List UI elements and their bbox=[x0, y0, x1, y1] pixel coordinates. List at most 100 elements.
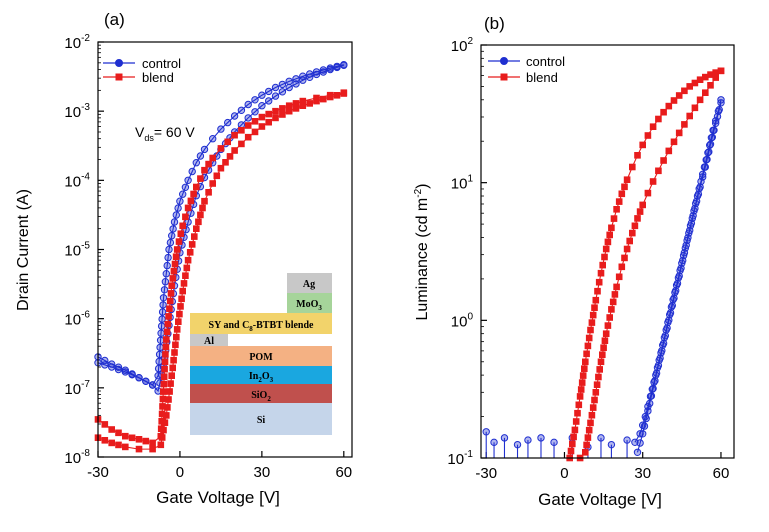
b-control-noise-point bbox=[623, 436, 631, 444]
a-blend-point bbox=[217, 164, 225, 172]
b-blend-point bbox=[717, 67, 725, 75]
b-control-point bbox=[633, 448, 642, 456]
b-control-point bbox=[677, 264, 685, 272]
b-blend-point bbox=[610, 215, 618, 222]
b-blend-point bbox=[587, 419, 594, 427]
b-blend-point bbox=[597, 358, 605, 366]
a-control-point bbox=[292, 75, 300, 83]
b-control-point bbox=[651, 377, 659, 385]
b-control-point bbox=[680, 249, 689, 257]
inset-label-in2o3: In2O3 bbox=[249, 371, 274, 384]
a-control-point bbox=[108, 363, 116, 371]
b-control-point bbox=[654, 361, 663, 370]
a-y-tick-label: 10-7 bbox=[64, 379, 90, 398]
b-blend-point bbox=[581, 365, 588, 372]
a-blend-point bbox=[187, 197, 195, 205]
a-blend-point bbox=[333, 92, 341, 99]
b-blend-point bbox=[576, 393, 584, 400]
a-control-point bbox=[333, 63, 341, 72]
b-blend-point bbox=[588, 411, 596, 419]
b-blend-point bbox=[634, 152, 641, 159]
b-control-point bbox=[712, 119, 720, 128]
a-blend-point bbox=[179, 222, 186, 230]
a-blend-point bbox=[163, 412, 170, 419]
b-blend-point bbox=[569, 440, 576, 448]
b-control-point bbox=[699, 173, 707, 181]
inset-label-si: Si bbox=[257, 415, 266, 426]
a-control-point bbox=[196, 152, 205, 160]
a-control-point bbox=[163, 261, 171, 270]
b-blend-point bbox=[655, 167, 662, 175]
b-blend-point bbox=[660, 108, 667, 116]
b-blend-point bbox=[675, 92, 683, 99]
inset-label-al: Al bbox=[204, 336, 214, 347]
a-blend-point bbox=[279, 105, 286, 112]
a-control-point bbox=[251, 108, 259, 116]
b-blend-point bbox=[681, 87, 688, 95]
b-blend-point bbox=[589, 404, 597, 411]
a-blend-point bbox=[159, 395, 167, 403]
panel-a-series bbox=[94, 60, 348, 453]
a-control-point bbox=[326, 65, 334, 74]
legend-b-blend-marker bbox=[500, 73, 508, 81]
b-blend-point bbox=[702, 89, 709, 96]
a-control-point bbox=[168, 232, 176, 240]
a-blend-point bbox=[244, 133, 252, 141]
b-blend-point bbox=[618, 263, 626, 271]
a-y-tick-label: 10-4 bbox=[64, 171, 90, 190]
a-blend-point bbox=[285, 107, 293, 115]
panel-a-y-axis-label: Drain Current (A) bbox=[15, 189, 32, 311]
a-control-point bbox=[158, 308, 167, 316]
a-blend-point bbox=[128, 434, 136, 442]
a-blend-point bbox=[166, 305, 173, 312]
b-blend-point bbox=[570, 433, 577, 441]
a-blend-point bbox=[115, 429, 122, 437]
b-blend-point bbox=[613, 206, 620, 213]
b-control-point bbox=[694, 190, 703, 198]
a-x-tick-label: 60 bbox=[335, 464, 352, 481]
b-blend-point bbox=[707, 82, 714, 89]
a-control-point bbox=[251, 96, 259, 104]
inset-layer-ag bbox=[287, 273, 332, 293]
b-blend-point bbox=[601, 253, 608, 261]
a-blend-point bbox=[182, 272, 189, 279]
b-control-point bbox=[646, 399, 654, 408]
b-control-point bbox=[647, 392, 656, 400]
a-blend-point bbox=[164, 404, 171, 411]
a-blend-point bbox=[157, 441, 165, 449]
a-control-point bbox=[114, 365, 123, 374]
a-control-point bbox=[159, 301, 167, 309]
a-blend-point bbox=[299, 97, 307, 105]
b-blend-point bbox=[591, 396, 598, 404]
a-control-point bbox=[165, 245, 173, 254]
legend-b-control-marker bbox=[500, 57, 508, 65]
b-blend-point bbox=[606, 314, 613, 321]
b-control-point bbox=[636, 439, 644, 447]
a-blend-point bbox=[238, 127, 245, 134]
b-blend-point bbox=[691, 104, 699, 112]
a-control-point bbox=[265, 97, 273, 105]
a-control-point bbox=[258, 91, 266, 99]
b-blend-point bbox=[655, 115, 662, 123]
panel-b-x-axis-label: Gate Voltage [V] bbox=[538, 490, 662, 509]
a-blend-point bbox=[175, 318, 182, 325]
a-control-point bbox=[166, 238, 175, 247]
a-control-point bbox=[184, 176, 192, 185]
a-control-point bbox=[160, 286, 169, 294]
a-blend-point bbox=[175, 238, 183, 245]
inset-layer-si bbox=[190, 403, 332, 435]
a-blend-point bbox=[149, 445, 156, 453]
b-blend-point bbox=[660, 157, 667, 164]
b-x-tick-label: 60 bbox=[713, 465, 730, 482]
b-control-point bbox=[668, 301, 676, 310]
b-blend-point bbox=[696, 76, 704, 83]
a-blend-point bbox=[201, 166, 208, 174]
a-x-tick-label: 30 bbox=[254, 464, 271, 481]
a-control-point bbox=[172, 211, 181, 219]
b-blend-point bbox=[602, 330, 610, 337]
device-stack-inset: Ag MoO3 SY and C8-BTBT blende Al POM In2… bbox=[190, 273, 332, 435]
b-blend-point bbox=[579, 372, 587, 379]
a-control-point bbox=[278, 88, 287, 96]
b-blend-point bbox=[626, 237, 633, 245]
